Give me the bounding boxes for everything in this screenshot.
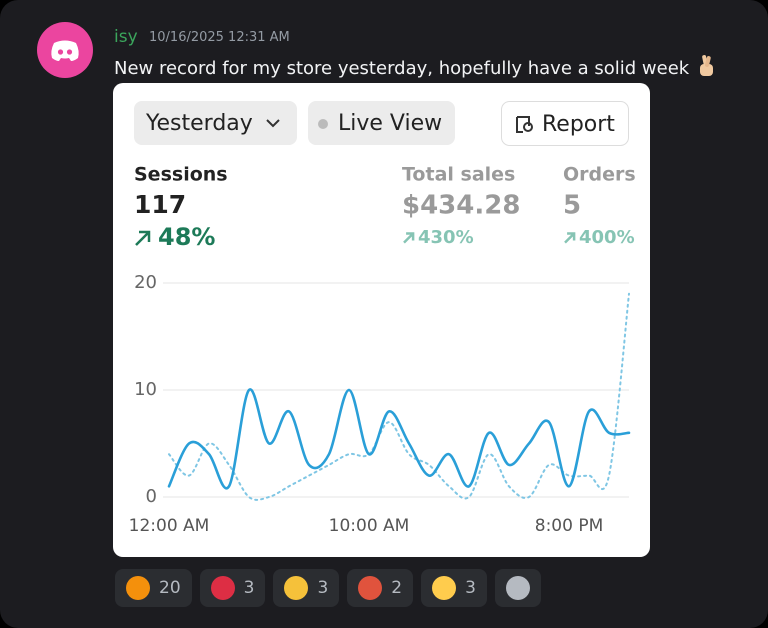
add-reaction-icon [505, 576, 530, 600]
y-tick-label: 0 [146, 486, 157, 507]
y-tick-label: 20 [134, 272, 157, 293]
reaction-count: 3 [243, 578, 255, 598]
reaction[interactable]: 3 [273, 569, 340, 607]
reaction-count: 2 [391, 578, 403, 598]
chevron [266, 119, 280, 128]
reaction[interactable]: 20 [115, 569, 192, 607]
series-line [167, 388, 631, 490]
trend-arrow [403, 232, 415, 244]
live-dot [318, 119, 328, 129]
reaction-count: 20 [159, 578, 181, 598]
reaction[interactable]: 3 [199, 569, 266, 607]
reaction[interactable]: 3 [421, 569, 487, 607]
avatar-logo [51, 40, 79, 61]
x-tick-label: 10:00 AM [329, 516, 410, 536]
message-body: New record for my store yesterday, hopef… [114, 58, 690, 79]
fingers-crossed-emoji [699, 55, 713, 76]
metric-value: 117 [134, 190, 186, 219]
date-filter-label: Yesterday [145, 111, 253, 136]
series-line [168, 292, 630, 501]
metric-value: 5 [563, 191, 581, 221]
metric-value: $434.28 [402, 191, 520, 221]
reaction-count: 3 [465, 578, 476, 598]
reactions: 20 3 3 2 3 [115, 569, 541, 607]
live-view-label: Live View [338, 111, 442, 136]
trend-arrow [564, 232, 576, 244]
live-view-button[interactable] [308, 101, 455, 145]
reaction-emoji [284, 576, 309, 600]
reaction[interactable]: 2 [347, 569, 414, 607]
metric-change: 48% [158, 223, 215, 251]
metric-label: Sessions [134, 164, 228, 186]
username[interactable]: isy [114, 27, 138, 47]
y-tick-label: 10 [134, 379, 157, 400]
report-button[interactable] [501, 101, 629, 146]
reaction-emoji [358, 576, 383, 600]
analytics-dashboard: Yesterday Live View Report Sessions 117 48… [129, 101, 636, 536]
report-label: Report [542, 112, 615, 137]
reaction-count: 3 [317, 578, 329, 598]
report-icon-lens [523, 122, 533, 132]
x-tick-label: 8:00 PM [535, 516, 604, 536]
trend-arrow [135, 230, 151, 246]
reaction-emoji [432, 576, 457, 600]
reaction-emoji [126, 576, 150, 600]
metric-change: 430% [418, 227, 474, 248]
reaction-emoji [210, 576, 235, 600]
timestamp: 10/16/2025 12:31 AM [149, 30, 290, 45]
screenshot-card: Yesterday Live View Report Sessions 117 48… [113, 83, 650, 557]
add-reaction[interactable] [494, 569, 541, 607]
metric-change: 400% [579, 227, 635, 248]
message-text: New record for my store yesterday, hopef… [114, 54, 717, 79]
metric-label: Orders [563, 164, 636, 186]
metric-label: Total sales [402, 164, 515, 186]
x-tick-label: 12:00 AM [129, 516, 210, 536]
date-filter-button[interactable] [134, 101, 297, 145]
avatar[interactable] [37, 22, 93, 78]
